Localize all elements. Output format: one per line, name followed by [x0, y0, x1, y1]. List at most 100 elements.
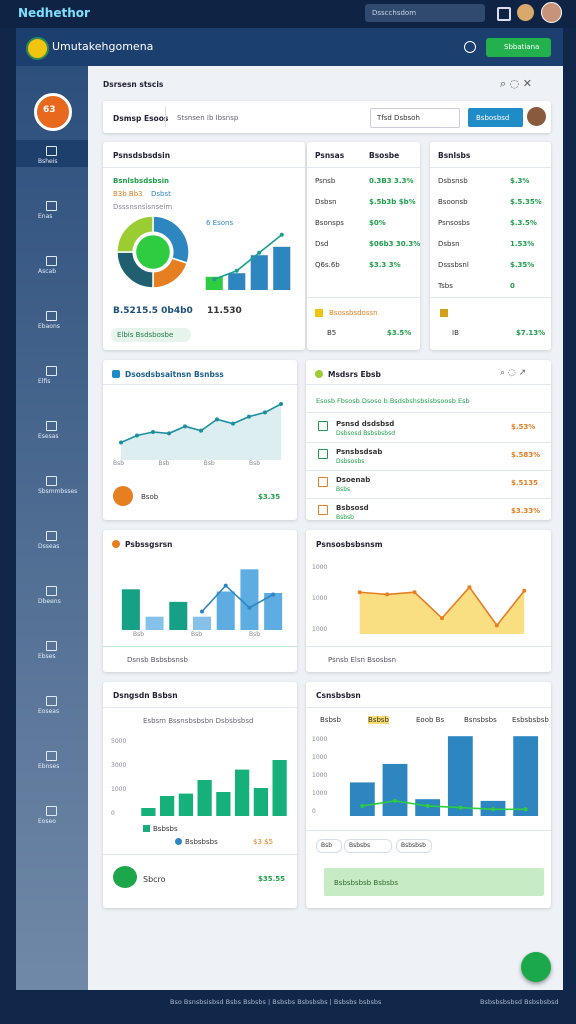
nav-label: Ebses [38, 653, 56, 660]
axis-label: 3000 [111, 762, 127, 769]
axis-label: 1000 [312, 564, 328, 571]
item-icon [318, 505, 328, 515]
legend-item: Esbsbsbsb [512, 716, 549, 724]
profile-badge[interactable] [34, 93, 72, 131]
line-chart [119, 402, 283, 460]
footer-count: B5 [327, 329, 337, 337]
nav-icon [46, 256, 57, 266]
footer-label: IB [452, 329, 459, 337]
point [360, 803, 365, 808]
axis-label: 1000 [312, 626, 328, 633]
icon [440, 309, 448, 317]
avatar[interactable] [517, 4, 534, 21]
item-subtitle: Bsbs [336, 486, 351, 493]
item-title: Psnsbsdsab [336, 448, 383, 456]
chip-label: Bsbsbs [349, 842, 371, 849]
badge-text: 63 [43, 105, 56, 115]
menu[interactable]: Bsosbe [369, 151, 400, 160]
row-value: $.5b3b $b% [369, 198, 416, 206]
divider [430, 167, 551, 168]
axis-label: Bsb [249, 631, 261, 638]
divider [307, 167, 420, 168]
icon[interactable]: ⌕ ◌ ✕ [500, 77, 532, 90]
performance-card: Psnsosbsbsnsm 1000 1000 1000 Psnsb Elsn Bs… [306, 530, 551, 672]
metrics-card: Psnsas Bsosbe Bsossbsdossn B5 $3.5% Psns… [307, 142, 420, 350]
axis: 5000 3000 1000 0 [111, 738, 137, 818]
footer-value: $7.13% [516, 329, 546, 337]
divider [306, 830, 551, 831]
bar [253, 788, 268, 816]
nav-icon [46, 311, 57, 321]
bar-chart [205, 232, 291, 290]
chip [396, 839, 432, 853]
row-label: Bsoonsb [438, 198, 468, 206]
row-value: 1.53% [510, 240, 535, 248]
axis-label: Bsb [191, 631, 203, 638]
avatar[interactable] [527, 107, 546, 126]
bar [178, 793, 193, 816]
filter[interactable]: Stsnsen Ib Ibsnsp [177, 114, 239, 122]
point [119, 440, 123, 445]
fab[interactable] [521, 952, 551, 982]
row-label: Tsbs [438, 282, 453, 290]
icon [315, 309, 323, 317]
item-title: Psnsd dsdsbsd [336, 420, 395, 428]
bar [250, 255, 268, 290]
item-subtitle: Bsbsb [336, 514, 354, 521]
footer-label: Bsossbsdossn [329, 309, 378, 317]
divider [165, 107, 166, 127]
logo[interactable]: Nedhethor [18, 6, 90, 20]
point [523, 807, 528, 812]
bar [264, 593, 283, 630]
avatar[interactable] [541, 2, 562, 23]
card-title: Bsnlsbs [438, 151, 471, 160]
item-title: Bsbsosd [336, 504, 369, 512]
divider [103, 167, 305, 168]
divider [430, 297, 551, 298]
nav-label: Enas [38, 213, 53, 220]
bar-caption: 6 Esons [206, 219, 234, 227]
search-box[interactable] [365, 4, 485, 22]
item-title: Dsoenab [336, 476, 371, 484]
axis: Bsb Bsb Bsb Bsb [113, 460, 263, 470]
chip[interactable] [111, 328, 191, 342]
row-label: Dsbsn [438, 240, 460, 248]
nav-icon [46, 366, 57, 376]
row-label: Dsbsnsb [438, 177, 468, 185]
select[interactable] [370, 108, 460, 128]
button-label: Sbbatiana [504, 43, 540, 51]
row-value: 0.3B3 3.3% [369, 177, 414, 185]
bar [141, 808, 156, 816]
chip [344, 839, 392, 853]
icon[interactable] [497, 7, 511, 21]
card-title: Msdsrs Ebsb [328, 370, 381, 379]
nav-icon [46, 696, 57, 706]
row-value: $.35% [510, 261, 535, 269]
legend-item: B3b Bb3 [113, 190, 143, 198]
icon [315, 370, 323, 378]
footer-links[interactable]: Bso Bsnsbsisbsd Bsbs Bsbsbs | Bsbsbs Bsb… [170, 998, 382, 1006]
icon[interactable]: ⌕ ◌ ↗ [500, 368, 527, 378]
row-label: Bsonsps [315, 219, 344, 227]
divider [103, 707, 297, 708]
trend-card: Dsosdsbsaitnsn Bsnbss Bsb Bsb Bsb Bsb Bsob … [103, 360, 297, 520]
select-value: Tfsd Dsbsoh [377, 114, 420, 122]
button[interactable] [468, 108, 523, 127]
line [362, 800, 526, 811]
item-value: $.5135 [511, 479, 539, 487]
tab[interactable]: Dsmsp Esoos [113, 114, 169, 123]
growth-card: Dsngsdn Bsbsn Esbsm Bssnsbsbsbn Dsbsbsbs… [103, 682, 297, 908]
search-placeholder: Dsscchsdom [372, 9, 417, 17]
nav-label: Eoseo [38, 818, 56, 825]
bar [235, 769, 250, 816]
icon [112, 540, 120, 548]
icon[interactable] [464, 41, 476, 53]
axis-label: Bsb [158, 460, 170, 467]
item-subtitle: Dsbsosd Bsbsbsbsd [336, 430, 396, 437]
total: B.5215.5 0b4b0 [113, 306, 193, 316]
point [247, 414, 251, 419]
bar [382, 763, 408, 816]
row-label: Psnsosbs [438, 219, 470, 227]
primary-button[interactable] [486, 38, 551, 57]
link[interactable]: Esosb Fbsosb Dsoso b Bsdsbshsbsisbsoosb … [316, 397, 470, 405]
